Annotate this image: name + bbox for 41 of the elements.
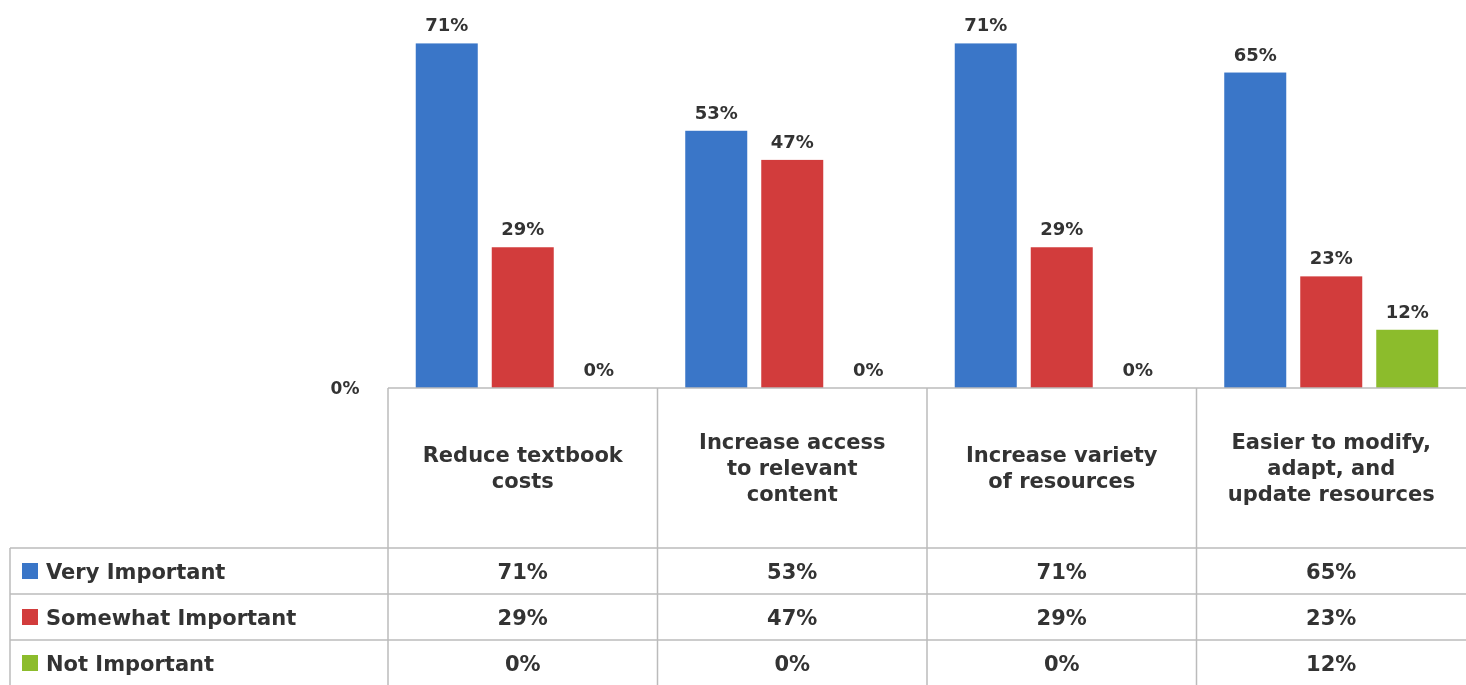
legend-label: Very Important [46,560,226,584]
bar [1030,247,1093,388]
text: 47% [770,130,814,152]
text: 23% [1309,247,1353,269]
bar [954,43,1017,388]
text: 65% [1233,43,1277,65]
bar [1376,329,1439,388]
text: 12% [1385,300,1429,322]
x-tick-label: Increase access to relevant content [699,430,886,506]
x-tick-label: Easier to modify, adapt, and update resources [1227,430,1435,506]
text: 29% [501,218,545,240]
data-label: 0% [504,652,541,676]
text: 71% [964,14,1008,36]
bar [1300,276,1363,388]
data-label: 23% [1306,606,1357,630]
bar [685,130,748,388]
text: 53% [694,101,738,123]
legend-label: Not Important [46,652,215,676]
bar [415,43,478,388]
text: 71% [425,14,469,36]
data-label: 29% [497,606,548,630]
data-label: 71% [497,560,548,584]
data-label: 71% [1036,560,1087,584]
text: 0% [583,359,615,380]
x-tick-label: Increase variety of resources [966,443,1158,493]
text: 29% [1040,218,1084,240]
bar [491,247,554,388]
data-label: 29% [1036,606,1087,630]
bar [1224,72,1287,388]
data-label: 12% [1306,652,1357,676]
text: 0% [330,378,360,398]
data-label: 0% [774,652,811,676]
data-label: 53% [767,560,818,584]
data-label: 65% [1306,560,1357,584]
legend-label: Somewhat Important [46,606,297,630]
data-label: 47% [767,606,818,630]
data-label: 0% [1043,652,1080,676]
text: 0% [852,359,884,380]
x-tick-label: Reduce textbook costs [422,443,624,493]
text: 0% [1122,359,1154,380]
bar [761,159,824,388]
